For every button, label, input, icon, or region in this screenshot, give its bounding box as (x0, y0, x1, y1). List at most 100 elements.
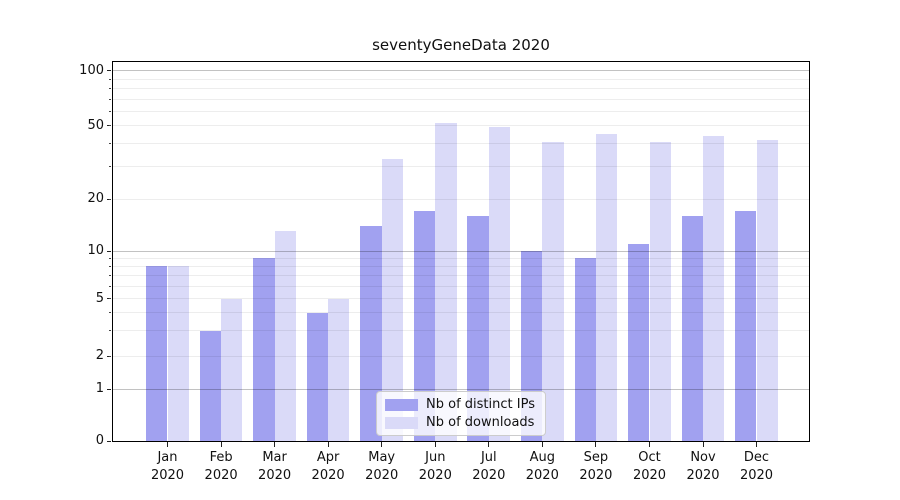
bar-nb-of-downloads-nov-2020 (703, 135, 725, 441)
xtick-sep-2020 (595, 442, 597, 447)
gridline-major-1 (113, 388, 809, 390)
bar-nb-of-downloads-apr-2020 (328, 298, 350, 441)
gridline-major-10 (113, 250, 809, 252)
xtick-label-year-dec: 2020 (739, 468, 774, 483)
ytick-minor-90 (109, 78, 111, 80)
bar-nb-of-distinct-ips-sep-2020 (574, 258, 596, 441)
ytick-minor-8 (109, 265, 111, 267)
bar-nb-of-distinct-ips-feb-2020 (199, 330, 222, 441)
ytick-minor-70 (109, 98, 111, 100)
ytick-100 (107, 70, 111, 72)
ytick-minor-2 (109, 355, 111, 357)
xtick-label-apr-2020: Apr 2020 (288, 449, 368, 485)
xtick-label-sep-2020: Sep 2020 (556, 449, 636, 485)
bar-nb-of-distinct-ips-jun-2020 (413, 211, 436, 441)
bar-nb-of-distinct-ips-jul-2020 (467, 215, 489, 441)
gridline-minor-90 (113, 78, 809, 80)
xtick-label-month-jul: Jul (480, 450, 497, 465)
xtick-label-month-may: May (368, 450, 396, 465)
bar-nb-of-downloads-sep-2020 (595, 134, 618, 441)
xtick-label-month-jan: Jan (157, 450, 178, 465)
xtick-aug-2020 (541, 442, 543, 447)
gridline-minor-70 (113, 98, 809, 100)
ytick-label-2: 2 (95, 348, 104, 364)
legend-swatch-distinct-ips (385, 398, 419, 411)
bar-nb-of-distinct-ips-may-2020 (360, 225, 382, 441)
xtick-label-oct-2020: Oct 2020 (610, 449, 690, 485)
xtick-label-nov-2020: Nov 2020 (663, 449, 743, 485)
ytick-label-50: 50 (87, 117, 104, 133)
xtick-jan-2020 (167, 442, 168, 447)
gridline-minor-80 (113, 88, 809, 90)
ytick-minor-80 (109, 88, 111, 90)
ytick-10 (107, 250, 111, 252)
bar-nb-of-distinct-ips-apr-2020 (306, 312, 329, 441)
ytick-label-20: 20 (87, 191, 104, 207)
xtick-label-jan-2020: Jan 2020 (128, 449, 208, 485)
xtick-label-year-mar: 2020 (258, 468, 292, 483)
bar-nb-of-downloads-jul-2020 (488, 127, 511, 441)
xtick-label-month-nov: Nov (690, 450, 716, 465)
xtick-label-year-nov: 2020 (686, 468, 720, 483)
xtick-jun-2020 (434, 442, 436, 447)
bar-nb-of-distinct-ips-nov-2020 (681, 215, 703, 441)
ytick-label-1: 1 (95, 381, 104, 397)
ytick-minor-9 (109, 257, 111, 259)
bar-nb-of-downloads-dec-2020 (756, 139, 778, 441)
gridline-minor-60 (113, 110, 809, 112)
gridline-minor-7 (113, 275, 809, 277)
gridline-minor-6 (113, 285, 809, 287)
ytick-minor-30 (109, 166, 111, 168)
xtick-label-year-jun: 2020 (418, 468, 452, 483)
bar-nb-of-downloads-jan-2020 (167, 266, 189, 441)
xtick-label-year-aug: 2020 (525, 468, 559, 483)
xtick-label-year-jul: 2020 (472, 468, 506, 483)
xtick-oct-2020 (649, 442, 650, 447)
legend-label-distinct-ips: Nb of distinct IPs (426, 397, 535, 412)
bar-nb-of-distinct-ips-dec-2020 (735, 211, 757, 441)
ytick-minor-50 (109, 125, 111, 127)
xtick-label-mar-2020: Mar 2020 (235, 449, 315, 485)
xtick-label-month-sep: Sep (583, 450, 609, 465)
xtick-may-2020 (381, 442, 383, 447)
xtick-nov-2020 (702, 442, 704, 447)
xtick-label-jul-2020: Jul 2020 (449, 449, 529, 485)
xtick-label-jun-2020: Jun 2020 (395, 449, 475, 485)
ytick-minor-3 (109, 330, 111, 332)
gridline-minor-5 (113, 298, 809, 300)
ytick-minor-40 (109, 143, 111, 145)
xtick-apr-2020 (327, 442, 329, 447)
gridline-minor-8 (113, 265, 809, 267)
gridline-minor-9 (113, 257, 809, 259)
gridline-minor-30 (113, 166, 809, 168)
xtick-label-aug-2020: Aug 2020 (502, 449, 582, 485)
bar-nb-of-downloads-aug-2020 (542, 141, 564, 441)
xtick-label-year-jan: 2020 (150, 468, 185, 483)
legend-swatch-downloads (385, 416, 419, 429)
legend-item-downloads: Nb of downloads (385, 415, 535, 430)
xtick-mar-2020 (274, 442, 276, 447)
xtick-jul-2020 (488, 442, 490, 447)
gridline-minor-20 (113, 198, 809, 200)
gridline-major-100 (113, 70, 809, 72)
ytick-1 (107, 388, 111, 390)
xtick-label-month-dec: Dec (743, 450, 770, 465)
legend-label-downloads: Nb of downloads (426, 415, 535, 430)
legend-item-distinct-ips: Nb of distinct IPs (385, 397, 535, 412)
ytick-minor-6 (109, 285, 111, 287)
bar-nb-of-downloads-may-2020 (381, 159, 404, 441)
ytick-label-10: 10 (87, 243, 104, 258)
gridline-minor-50 (113, 125, 809, 127)
ytick-0 (107, 440, 111, 442)
xtick-label-year-oct: 2020 (632, 468, 667, 483)
xtick-label-month-mar: Mar (262, 450, 287, 465)
bar-nb-of-distinct-ips-mar-2020 (253, 258, 275, 441)
xtick-label-month-feb: Feb (209, 450, 233, 465)
gridline-minor-40 (113, 143, 809, 145)
bar-nb-of-downloads-mar-2020 (274, 231, 296, 441)
xtick-feb-2020 (220, 442, 222, 447)
xtick-label-year-may: 2020 (365, 468, 399, 483)
xtick-label-year-feb: 2020 (204, 468, 238, 483)
xtick-dec-2020 (756, 442, 757, 447)
xtick-label-feb-2020: Feb 2020 (181, 449, 261, 485)
